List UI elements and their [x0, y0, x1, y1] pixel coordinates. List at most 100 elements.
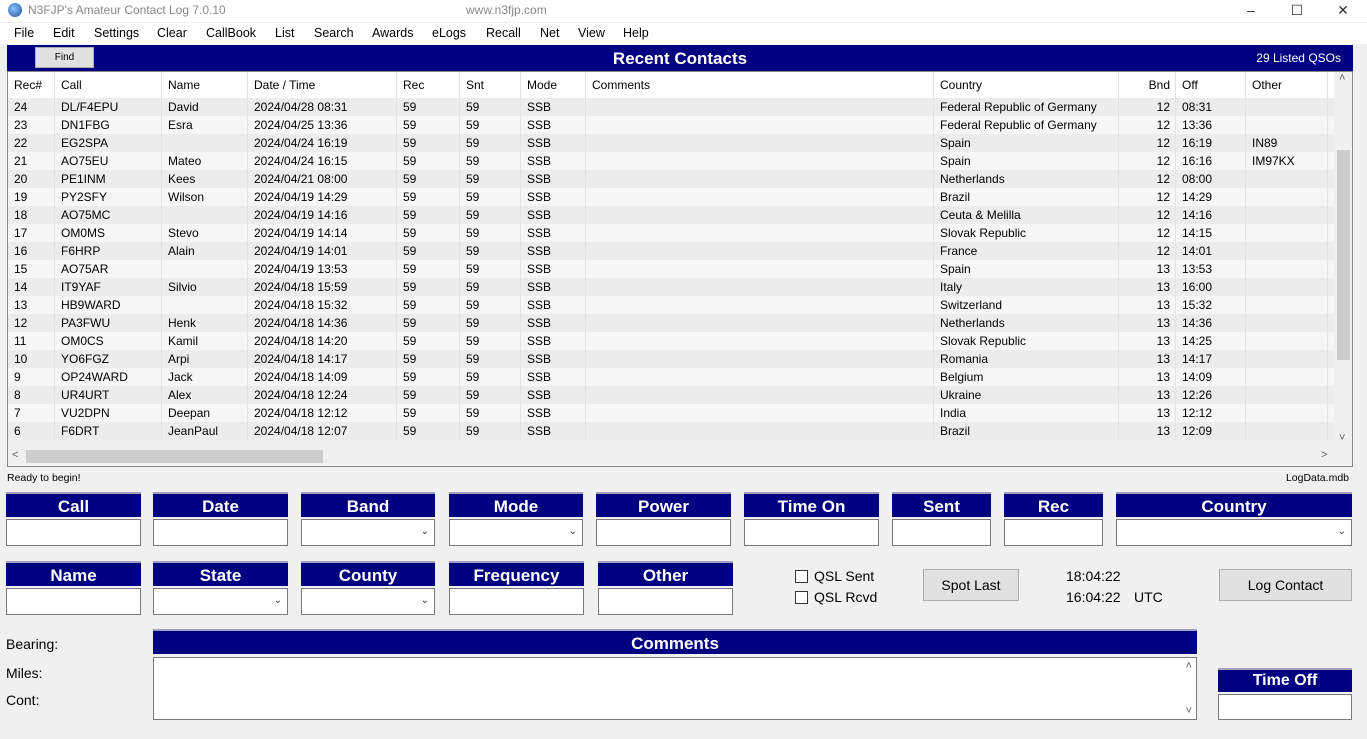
table-row[interactable]: 24 DL/F4EPU David 2024/04/28 08:31 59 59 SSB Fe… [8, 98, 1334, 116]
table-row[interactable]: 16 F6HRP Alain 2024/04/19 14:01 59 59 SSB Franc… [8, 242, 1334, 260]
menu-net[interactable]: Net [540, 26, 560, 40]
menu-list[interactable]: List [275, 26, 295, 40]
maximize-button[interactable]: ☐ [1290, 2, 1304, 18]
menu-view[interactable]: View [578, 26, 605, 40]
vertical-scrollbar[interactable]: ˄ ˅ [1335, 72, 1352, 448]
minimize-button[interactable]: – [1247, 2, 1255, 18]
chevron-down-icon[interactable]: ⌄ [420, 595, 429, 606]
column-divider [1245, 242, 1246, 260]
column-divider [933, 386, 934, 404]
chevron-down-icon[interactable]: ⌄ [1337, 526, 1346, 537]
chevron-down-icon[interactable]: ⌄ [420, 526, 429, 537]
scroll-down-icon[interactable]: ˅ [1339, 432, 1346, 444]
column-divider [247, 242, 248, 260]
menu-bar: File Edit Settings Clear CallBook List Search A… [0, 23, 1367, 44]
column-divider [396, 188, 397, 206]
qsl-rcvd-checkbox[interactable]: QSL Rcvd [795, 589, 877, 605]
menu-file[interactable]: File [14, 26, 35, 40]
table-row[interactable]: 9 OP24WARD Jack 2024/04/18 14:09 59 59 SSB Belg… [8, 368, 1334, 386]
comments-textarea[interactable]: ˄ ˅ [153, 657, 1197, 720]
table-row[interactable]: 12 PA3FWU Henk 2024/04/18 14:36 59 59 SSB Nethe… [8, 314, 1334, 332]
sent-input[interactable] [892, 519, 991, 546]
chevron-down-icon[interactable]: ⌄ [568, 526, 577, 537]
menu-clear[interactable]: Clear [157, 26, 187, 40]
column-header-mode[interactable]: Mode [527, 78, 558, 92]
cell-off: 08:00 [1182, 172, 1213, 186]
column-header-off[interactable]: Off [1182, 78, 1198, 92]
spot-last-button[interactable]: Spot Last [923, 569, 1019, 601]
column-header-call[interactable]: Call [61, 78, 82, 92]
menu-search[interactable]: Search [314, 26, 354, 40]
table-row[interactable]: 11 OM0CS Kamil 2024/04/18 14:20 59 59 SSB Slova… [8, 332, 1334, 350]
cell-off: 15:32 [1182, 298, 1213, 312]
frequency-input[interactable] [449, 588, 584, 615]
scroll-up-icon[interactable]: ˄ [1185, 660, 1192, 672]
table-row[interactable]: 18 AO75MC 2024/04/19 14:16 59 59 SSB Ceuta & M… [8, 206, 1334, 224]
state-dropdown[interactable]: ⌄ [153, 588, 288, 615]
menu-elogs[interactable]: eLogs [432, 26, 467, 40]
scroll-up-icon[interactable]: ˄ [1339, 72, 1346, 84]
table-row[interactable]: 7 VU2DPN Deepan 2024/04/18 12:12 59 59 SSB Indi… [8, 404, 1334, 422]
horizontal-scroll-thumb[interactable] [26, 450, 323, 463]
column-header-other[interactable]: Other [1252, 78, 1283, 92]
band-dropdown[interactable]: ⌄ [301, 519, 435, 546]
table-row[interactable]: 23 DN1FBG Esra 2024/04/25 13:36 59 59 SSB Feder… [8, 116, 1334, 134]
menu-callbook[interactable]: CallBook [206, 26, 257, 40]
table-row[interactable]: 15 AO75AR 2024/04/19 13:53 59 59 SSB Spain 13 13… [8, 260, 1334, 278]
column-header-comments[interactable]: Comments [592, 78, 651, 92]
column-header-snt[interactable]: Snt [466, 78, 485, 92]
cell-mode: SSB [527, 424, 552, 438]
log-contact-button[interactable]: Log Contact [1219, 569, 1352, 601]
menu-awards[interactable]: Awards [372, 26, 414, 40]
menu-settings[interactable]: Settings [94, 26, 140, 40]
column-header-date-time[interactable]: Date / Time [254, 78, 316, 92]
table-row[interactable]: 13 HB9WARD 2024/04/18 15:32 59 59 SSB Switzerl… [8, 296, 1334, 314]
menu-recall[interactable]: Recall [486, 26, 521, 40]
menu-help[interactable]: Help [623, 26, 649, 40]
cell-country: Federal Republic of Germany [940, 118, 1097, 132]
table-row[interactable]: 20 PE1INM Kees 2024/04/21 08:00 59 59 SSB Nethe… [8, 170, 1334, 188]
column-header-name[interactable]: Name [168, 78, 201, 92]
column-divider [1175, 278, 1176, 296]
column-header-country[interactable]: Country [940, 78, 983, 92]
other-input[interactable] [598, 588, 733, 615]
table-row[interactable]: 14 IT9YAF Silvio 2024/04/18 15:59 59 59 SSB Ita… [8, 278, 1334, 296]
power-input[interactable] [596, 519, 731, 546]
table-row[interactable]: 21 AO75EU Mateo 2024/04/24 16:15 59 59 SSB Spai… [8, 152, 1334, 170]
close-button[interactable]: ✕ [1337, 2, 1349, 18]
rec-input[interactable] [1004, 519, 1103, 546]
scroll-left-icon[interactable]: < [12, 449, 19, 461]
cell-date-time: 2024/04/19 14:14 [254, 226, 348, 240]
table-row[interactable]: 8 UR4URT Alex 2024/04/18 12:24 59 59 SSB Ukrain… [8, 386, 1334, 404]
call-input[interactable] [6, 519, 141, 546]
cell-off: 16:00 [1182, 280, 1213, 294]
vertical-scroll-thumb[interactable] [1337, 150, 1350, 360]
table-row[interactable]: 17 OM0MS Stevo 2024/04/19 14:14 59 59 SSB Slova… [8, 224, 1334, 242]
column-header-band[interactable]: Bnd [1148, 78, 1170, 92]
country-dropdown[interactable]: ⌄ [1116, 519, 1352, 546]
table-row[interactable]: 22 EG2SPA 2024/04/24 16:19 59 59 SSB Spain 12 16… [8, 134, 1334, 152]
scroll-right-icon[interactable]: > [1321, 449, 1328, 461]
table-row[interactable]: 19 PY2SFY Wilson 2024/04/19 14:29 59 59 SSB Bra… [8, 188, 1334, 206]
chevron-down-icon[interactable]: ⌄ [273, 595, 282, 606]
county-dropdown[interactable]: ⌄ [301, 588, 435, 615]
cell-band: 12 [1156, 226, 1170, 240]
column-header-rec[interactable]: Rec [403, 78, 425, 92]
column-divider [54, 206, 55, 224]
name-input[interactable] [6, 588, 141, 615]
date-input[interactable] [153, 519, 288, 546]
cell-date-time: 2024/04/19 14:16 [254, 208, 348, 222]
menu-edit[interactable]: Edit [53, 26, 75, 40]
column-header-rec-num[interactable]: Rec# [14, 78, 43, 92]
qsl-sent-checkbox[interactable]: QSL Sent [795, 568, 874, 584]
column-divider [933, 206, 934, 224]
scroll-down-icon[interactable]: ˅ [1185, 705, 1192, 717]
time-on-input[interactable] [744, 519, 879, 546]
horizontal-scrollbar[interactable]: < > [8, 448, 1335, 465]
find-button[interactable]: Find [35, 47, 94, 68]
mode-dropdown[interactable]: ⌄ [449, 519, 583, 546]
time-off-input[interactable] [1218, 694, 1352, 720]
table-row[interactable]: 6 F6DRT JeanPaul 2024/04/18 12:07 59 59 SSB Bra… [8, 422, 1334, 440]
database-name: LogData.mdb [1285, 472, 1349, 484]
table-row[interactable]: 10 YO6FGZ Arpi 2024/04/18 14:17 59 59 SSB Roman… [8, 350, 1334, 368]
